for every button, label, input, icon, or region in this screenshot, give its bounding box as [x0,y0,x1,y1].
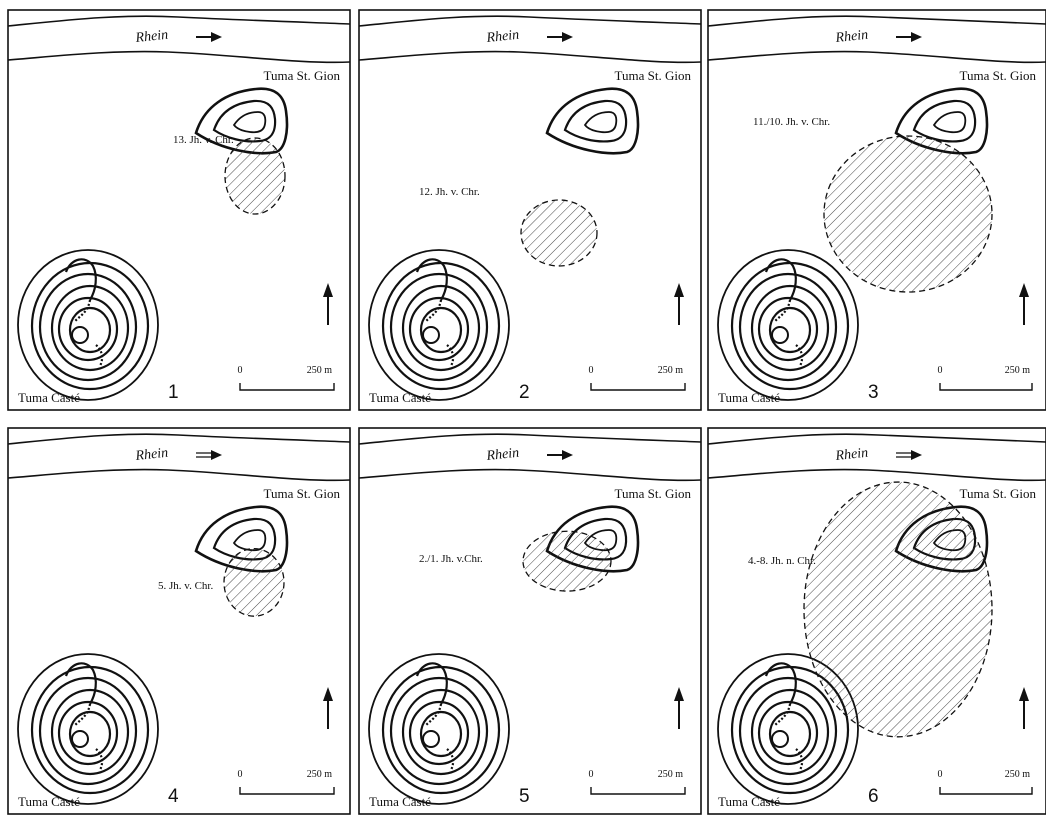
map-panel: Rhein Tuma St. Gion Tuma Casté 4.-8. Jh. n.… [707,427,1046,815]
hill-label-tuma-caste: Tuma Casté [369,390,431,405]
panel-frame [358,9,702,411]
period-label: 5. Jh. v. Chr. [158,580,213,592]
river-label: Rhein [485,28,520,46]
period-label: 12. Jh. v. Chr. [419,186,480,198]
hill-label-tuma-caste: Tuma Casté [369,794,431,809]
map-panel: Rhein Tuma St. Gion Tuma Casté 13. Jh. v. C… [7,9,351,411]
scale-end-label: 250 m [307,769,333,780]
scale-bar: 0 250 m [238,769,335,795]
north-arrow-icon [674,687,684,729]
hill-tuma-st-gion [545,87,640,155]
panel-number: 2 [519,382,530,403]
settlement-area [803,481,993,738]
hill-label-tuma-caste: Tuma Casté [718,390,780,405]
panel-frame [7,427,351,815]
period-label: 2./1. Jh. v.Chr. [419,553,483,565]
settlement-area [224,137,286,215]
scale-end-label: 250 m [307,365,333,376]
panel-frame [7,9,351,411]
hill-tuma-caste [368,249,510,401]
right-arrow-icon [196,450,222,460]
hill-label-tuma-st-gion: Tuma St. Gion [615,486,692,501]
map-panel: Rhein Tuma St. Gion Tuma Casté 11./10. Jh. … [707,9,1046,411]
north-arrow-icon [674,283,684,325]
settlement-area [522,530,612,592]
panel-number: 4 [168,786,179,807]
scale-bar: 0 250 m [589,365,686,391]
scale-start-label: 0 [938,365,943,376]
north-arrow-icon [1019,687,1029,729]
river-rhein [358,433,702,482]
scale-start-label: 0 [589,365,594,376]
river-rhein [7,15,351,64]
scale-start-label: 0 [238,365,243,376]
scale-end-label: 250 m [658,769,684,780]
period-label: 4.-8. Jh. n. Chr. [748,555,816,567]
river-label: Rhein [134,28,169,46]
north-arrow-icon [323,687,333,729]
hill-tuma-caste [717,249,859,401]
scale-bar: 0 250 m [589,769,686,795]
hill-label-tuma-st-gion: Tuma St. Gion [615,68,692,83]
right-arrow-icon [547,450,573,460]
hill-label-tuma-st-gion: Tuma St. Gion [264,68,341,83]
settlement-area [520,199,598,267]
north-arrow-icon [323,283,333,325]
settlement-area [823,135,993,293]
scale-bar: 0 250 m [938,365,1033,391]
period-label: 13. Jh. v. Chr. [173,134,234,146]
hill-label-tuma-st-gion: Tuma St. Gion [960,68,1037,83]
panel-frame [358,427,702,815]
scale-end-label: 250 m [658,365,684,376]
hill-tuma-caste [717,653,859,805]
hill-tuma-caste [17,653,159,805]
river-rhein [707,15,1046,64]
panel-number: 5 [519,786,530,807]
scale-start-label: 0 [589,769,594,780]
right-arrow-icon [896,32,922,42]
right-arrow-icon [196,32,222,42]
right-arrow-icon [896,450,922,460]
river-rhein [7,433,351,482]
river-rhein [707,433,1046,482]
hill-label-tuma-caste: Tuma Casté [18,390,80,405]
hill-label-tuma-caste: Tuma Casté [718,794,780,809]
hill-tuma-caste [368,653,510,805]
period-label: 11./10. Jh. v. Chr. [753,116,830,128]
panel-number: 1 [168,382,179,403]
map-panel: Rhein Tuma St. Gion Tuma Casté 5. Jh. v. Ch… [7,427,351,815]
map-panel: Rhein Tuma St. Gion Tuma Casté 2./1. Jh. v.… [358,427,702,815]
scale-start-label: 0 [938,769,943,780]
river-label: Rhein [834,446,869,464]
hill-tuma-caste [17,249,159,401]
panel-number: 6 [868,786,879,807]
hill-label-tuma-st-gion: Tuma St. Gion [264,486,341,501]
scale-end-label: 250 m [1005,365,1031,376]
map-panel: Rhein Tuma St. Gion Tuma Casté 12. Jh. v. C… [358,9,702,411]
panel-number: 3 [868,382,879,403]
north-arrow-icon [1019,283,1029,325]
hill-label-tuma-caste: Tuma Casté [18,794,80,809]
right-arrow-icon [547,32,573,42]
scale-bar: 0 250 m [238,365,335,391]
scale-bar: 0 250 m [938,769,1033,795]
river-rhein [358,15,702,64]
river-label: Rhein [485,446,520,464]
hill-label-tuma-st-gion: Tuma St. Gion [960,486,1037,501]
scale-start-label: 0 [238,769,243,780]
river-label: Rhein [134,446,169,464]
river-label: Rhein [834,28,869,46]
scale-end-label: 250 m [1005,769,1031,780]
settlement-area [223,547,285,617]
